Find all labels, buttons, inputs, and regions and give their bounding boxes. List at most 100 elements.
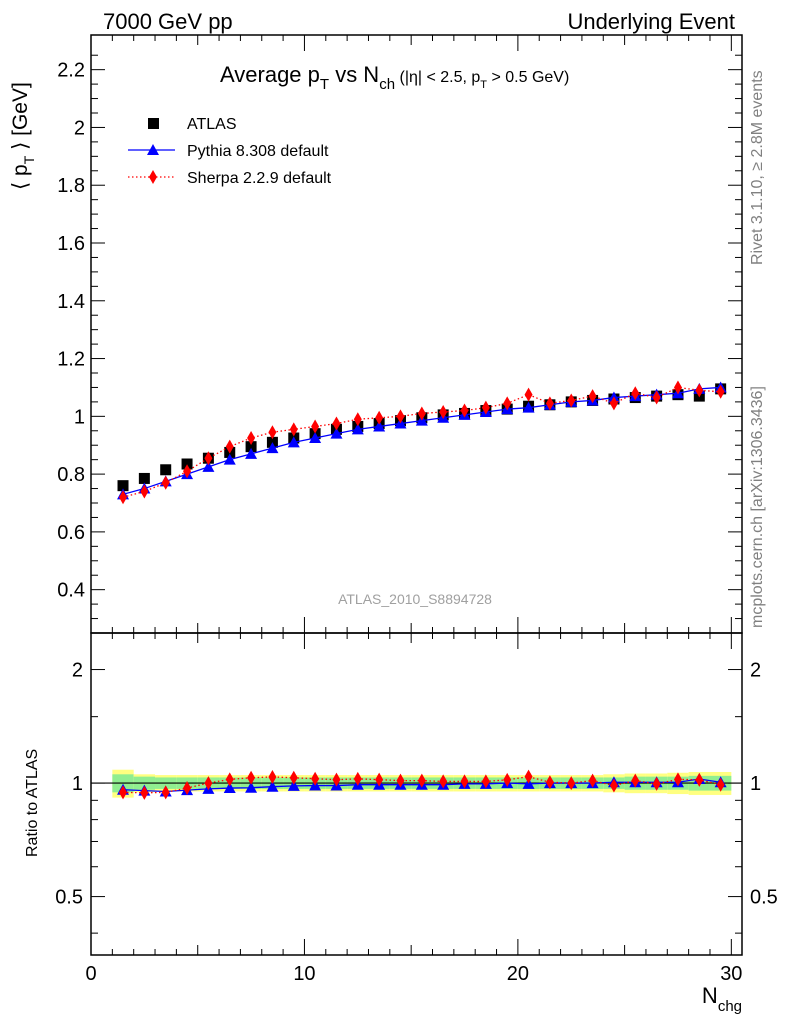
main-series-layer: [117, 380, 727, 505]
sherpa-ratio-point: [289, 770, 298, 785]
sherpa-point: [225, 439, 234, 454]
sherpa-ratio-point: [225, 772, 234, 787]
sherpa-point: [183, 464, 192, 479]
ratio-y-tick-label: 2: [72, 660, 83, 682]
sherpa-point: [268, 425, 277, 440]
sherpa-point: [503, 396, 512, 411]
sherpa-ratio-point: [375, 772, 384, 787]
ratio-series-layer: [117, 769, 727, 800]
sherpa-point: [119, 490, 128, 505]
sherpa-point: [311, 419, 320, 434]
sherpa-ratio-point: [268, 769, 277, 784]
sherpa-point: [460, 403, 469, 418]
pythia-point: [373, 420, 386, 432]
sherpa-point: [716, 384, 725, 399]
sherpa-ratio-point: [481, 774, 490, 789]
sherpa-point: [588, 389, 597, 404]
sherpa-point: [332, 416, 341, 431]
pythia-ratio-point: [223, 782, 236, 794]
sherpa-point: [652, 390, 661, 405]
legend-sherpa-label: Sherpa 2.2.9 default: [187, 170, 332, 187]
analysis-watermark: ATLAS_2010_S8894728: [338, 591, 492, 607]
pythia-line: [122, 386, 721, 495]
sherpa-point: [545, 396, 554, 411]
sherpa-point: [481, 400, 490, 415]
sherpa-point: [375, 410, 384, 425]
sherpa-ratio-point: [140, 785, 149, 800]
x-tick-label: 20: [507, 963, 529, 985]
main-y-tick-label: 0.8: [57, 464, 85, 486]
title-sub1: T: [320, 76, 329, 93]
sherpa-point: [673, 380, 682, 395]
main-y-tick-label: 0.4: [57, 580, 85, 602]
xlabel-main: N: [702, 983, 718, 1008]
sherpa-point: [631, 386, 640, 401]
ratio-y-tick-label: 1: [72, 773, 83, 795]
ylabel-b: ⟩ [GeV]: [9, 82, 32, 156]
pythia-ratio-point: [245, 781, 258, 793]
sherpa-ratio-point: [460, 774, 469, 789]
ratio-y-tick-label: 0.5: [55, 887, 83, 909]
sherpa-ratio-point: [119, 785, 128, 800]
sherpa-ratio-point: [545, 775, 554, 790]
main-y-tick-label: 1.4: [57, 291, 85, 313]
ratio-y-tick-label-right: 1: [750, 773, 761, 795]
x-tick-label: 30: [720, 963, 742, 985]
pythia-point: [330, 427, 343, 439]
sherpa-ratio-point: [588, 773, 597, 788]
sherpa-ratio-point: [524, 769, 533, 784]
legend-pythia-marker: [147, 144, 159, 155]
sherpa-point: [161, 475, 170, 490]
sherpa-point: [609, 396, 618, 411]
main-y-tick-label: 1.8: [57, 175, 85, 197]
x-tick-label: 10: [293, 963, 315, 985]
sherpa-ratio-point: [631, 773, 640, 788]
side-text-top: Rivet 3.1.10, ≥ 2.8M events: [749, 70, 766, 265]
atlas-point: [138, 472, 150, 484]
atlas-point: [245, 441, 257, 453]
main-y-tick-label: 1: [74, 406, 85, 428]
atlas-point: [117, 480, 129, 492]
x-axis-label: Nchg: [702, 983, 742, 1015]
atlas-point: [160, 464, 172, 476]
sherpa-ratio-point: [503, 772, 512, 787]
legend-pythia-label: Pythia 8.308 default: [187, 143, 329, 160]
sherpa-ratio-point: [673, 772, 682, 787]
legend-sherpa-marker: [149, 170, 157, 184]
x-tick-label: 0: [85, 963, 96, 985]
sherpa-point: [204, 451, 213, 466]
sherpa-point: [140, 484, 149, 499]
sherpa-ratio-point: [417, 773, 426, 788]
pythia-point: [287, 436, 300, 448]
xlabel-sub: chg: [718, 998, 742, 1015]
ylabel-a: ⟨ p: [9, 164, 32, 190]
pythia-point: [309, 432, 322, 443]
side-text-bottom: mcplots.cern.ch [arXiv:1306.3436]: [749, 386, 766, 628]
sherpa-point: [695, 383, 704, 398]
main-y-tick-label: 1.6: [57, 233, 85, 255]
header-left: 7000 GeV pp: [103, 9, 233, 34]
sherpa-point: [439, 405, 448, 419]
pythia-point: [223, 453, 236, 465]
main-y-tick-label: 0.6: [57, 522, 85, 544]
pythia-ratio-point: [287, 779, 300, 791]
pythia-point: [245, 447, 258, 459]
legend: ATLAS Pythia 8.308 default Sherpa 2.2.9 …: [128, 116, 332, 187]
pythia-point: [266, 442, 279, 454]
pythia-point: [522, 401, 535, 413]
sherpa-ratio-point: [716, 777, 725, 792]
sherpa-ratio-point: [396, 773, 405, 788]
sherpa-ratio-point: [652, 776, 661, 791]
sherpa-ratio-point: [311, 771, 320, 786]
sherpa-point: [524, 387, 533, 402]
sherpa-ratio-point: [247, 770, 256, 785]
legend-atlas-label: ATLAS: [187, 116, 237, 133]
sherpa-ratio-point: [353, 771, 362, 786]
sherpa-ratio-point: [161, 785, 170, 800]
legend-atlas-marker: [148, 118, 159, 129]
ratio-axis-ticks: 0 10 20 30 0.5 0.5 1 1 2 2: [55, 633, 778, 985]
ratio-y-tick-label-right: 2: [750, 660, 761, 682]
sherpa-ratio-point: [332, 772, 341, 787]
ratio-y-axis-label: Ratio to ATLAS: [24, 749, 41, 857]
sherpa-point: [396, 409, 405, 424]
